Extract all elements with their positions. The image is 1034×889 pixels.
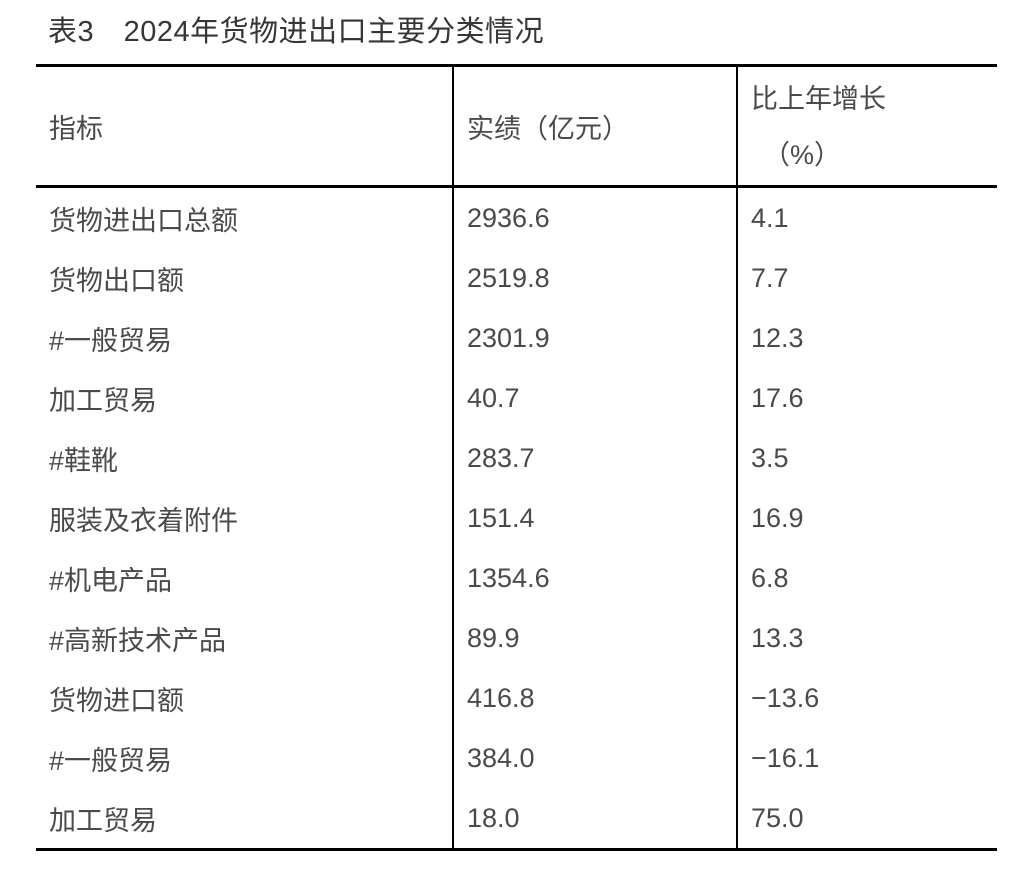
cell-indicator: 货物进口额 — [49, 685, 184, 716]
cell-value: 2301.9 — [452, 308, 737, 368]
cell-value: 151.4 — [452, 488, 737, 548]
cell-indicator: 加工贸易 — [49, 385, 157, 416]
header-growth-line2: （%） — [763, 140, 842, 170]
cell-value: 416.8 — [452, 668, 737, 728]
cell-value: 384.0 — [452, 728, 737, 788]
header-growth-line1: 比上年增长 — [751, 84, 886, 114]
cell-indicator: #高新技术产品 — [49, 625, 227, 656]
table-row: 货物出口额 2519.8 7.7 — [36, 248, 997, 308]
header-cell-indicator: 指标 — [36, 65, 453, 188]
cell-indicator: 加工贸易 — [49, 805, 157, 836]
cell-growth: 7.7 — [736, 248, 997, 308]
table-row: 加工贸易 18.0 75.0 — [36, 788, 997, 850]
cell-indicator: 货物出口额 — [49, 265, 184, 296]
cell-growth: 3.5 — [736, 428, 997, 488]
cell-growth: 12.3 — [736, 308, 997, 368]
table-row: #一般贸易 384.0 −16.1 — [36, 728, 997, 788]
cell-growth: −16.1 — [736, 728, 997, 788]
table-row: 加工贸易 40.7 17.6 — [36, 368, 997, 428]
table-row: 服装及衣着附件 151.4 16.9 — [36, 488, 997, 548]
cell-value: 18.0 — [452, 788, 737, 850]
cell-indicator: #一般贸易 — [49, 745, 173, 776]
cell-growth: 4.1 — [736, 186, 997, 248]
cell-value: 40.7 — [452, 368, 737, 428]
header-row: 指标 实绩（亿元） 比上年增长 （%） — [36, 65, 997, 188]
table-row: #机电产品 1354.6 6.8 — [36, 548, 997, 608]
cell-growth: −13.6 — [736, 668, 997, 728]
cell-growth: 75.0 — [736, 788, 997, 850]
import-export-table: 指标 实绩（亿元） 比上年增长 （%） 货物进出口总额 2936.6 4.1 货… — [36, 64, 997, 851]
cell-value: 89.9 — [452, 608, 737, 668]
page-title: 表3 2024年货物进出口主要分类情况 — [48, 16, 545, 48]
table-row: #鞋靴 283.7 3.5 — [36, 428, 997, 488]
table-row: #高新技术产品 89.9 13.3 — [36, 608, 997, 668]
cell-growth: 16.9 — [736, 488, 997, 548]
cell-growth: 17.6 — [736, 368, 997, 428]
cell-value: 1354.6 — [452, 548, 737, 608]
cell-indicator: #一般贸易 — [49, 325, 173, 356]
table-row: 货物进出口总额 2936.6 4.1 — [36, 186, 997, 248]
header-cell-growth: 比上年增长 （%） — [736, 65, 997, 188]
header-cell-value: 实绩（亿元） — [452, 65, 737, 188]
cell-growth: 13.3 — [736, 608, 997, 668]
cell-value: 2519.8 — [452, 248, 737, 308]
cell-growth: 6.8 — [736, 548, 997, 608]
table-row: #一般贸易 2301.9 12.3 — [36, 308, 997, 368]
cell-indicator: #机电产品 — [49, 565, 173, 596]
cell-value: 2936.6 — [452, 186, 737, 248]
table-row: 货物进口额 416.8 −13.6 — [36, 668, 997, 728]
cell-indicator: #鞋靴 — [49, 445, 119, 476]
cell-value: 283.7 — [452, 428, 737, 488]
cell-indicator: 货物进出口总额 — [49, 205, 238, 236]
cell-indicator: 服装及衣着附件 — [49, 505, 238, 536]
